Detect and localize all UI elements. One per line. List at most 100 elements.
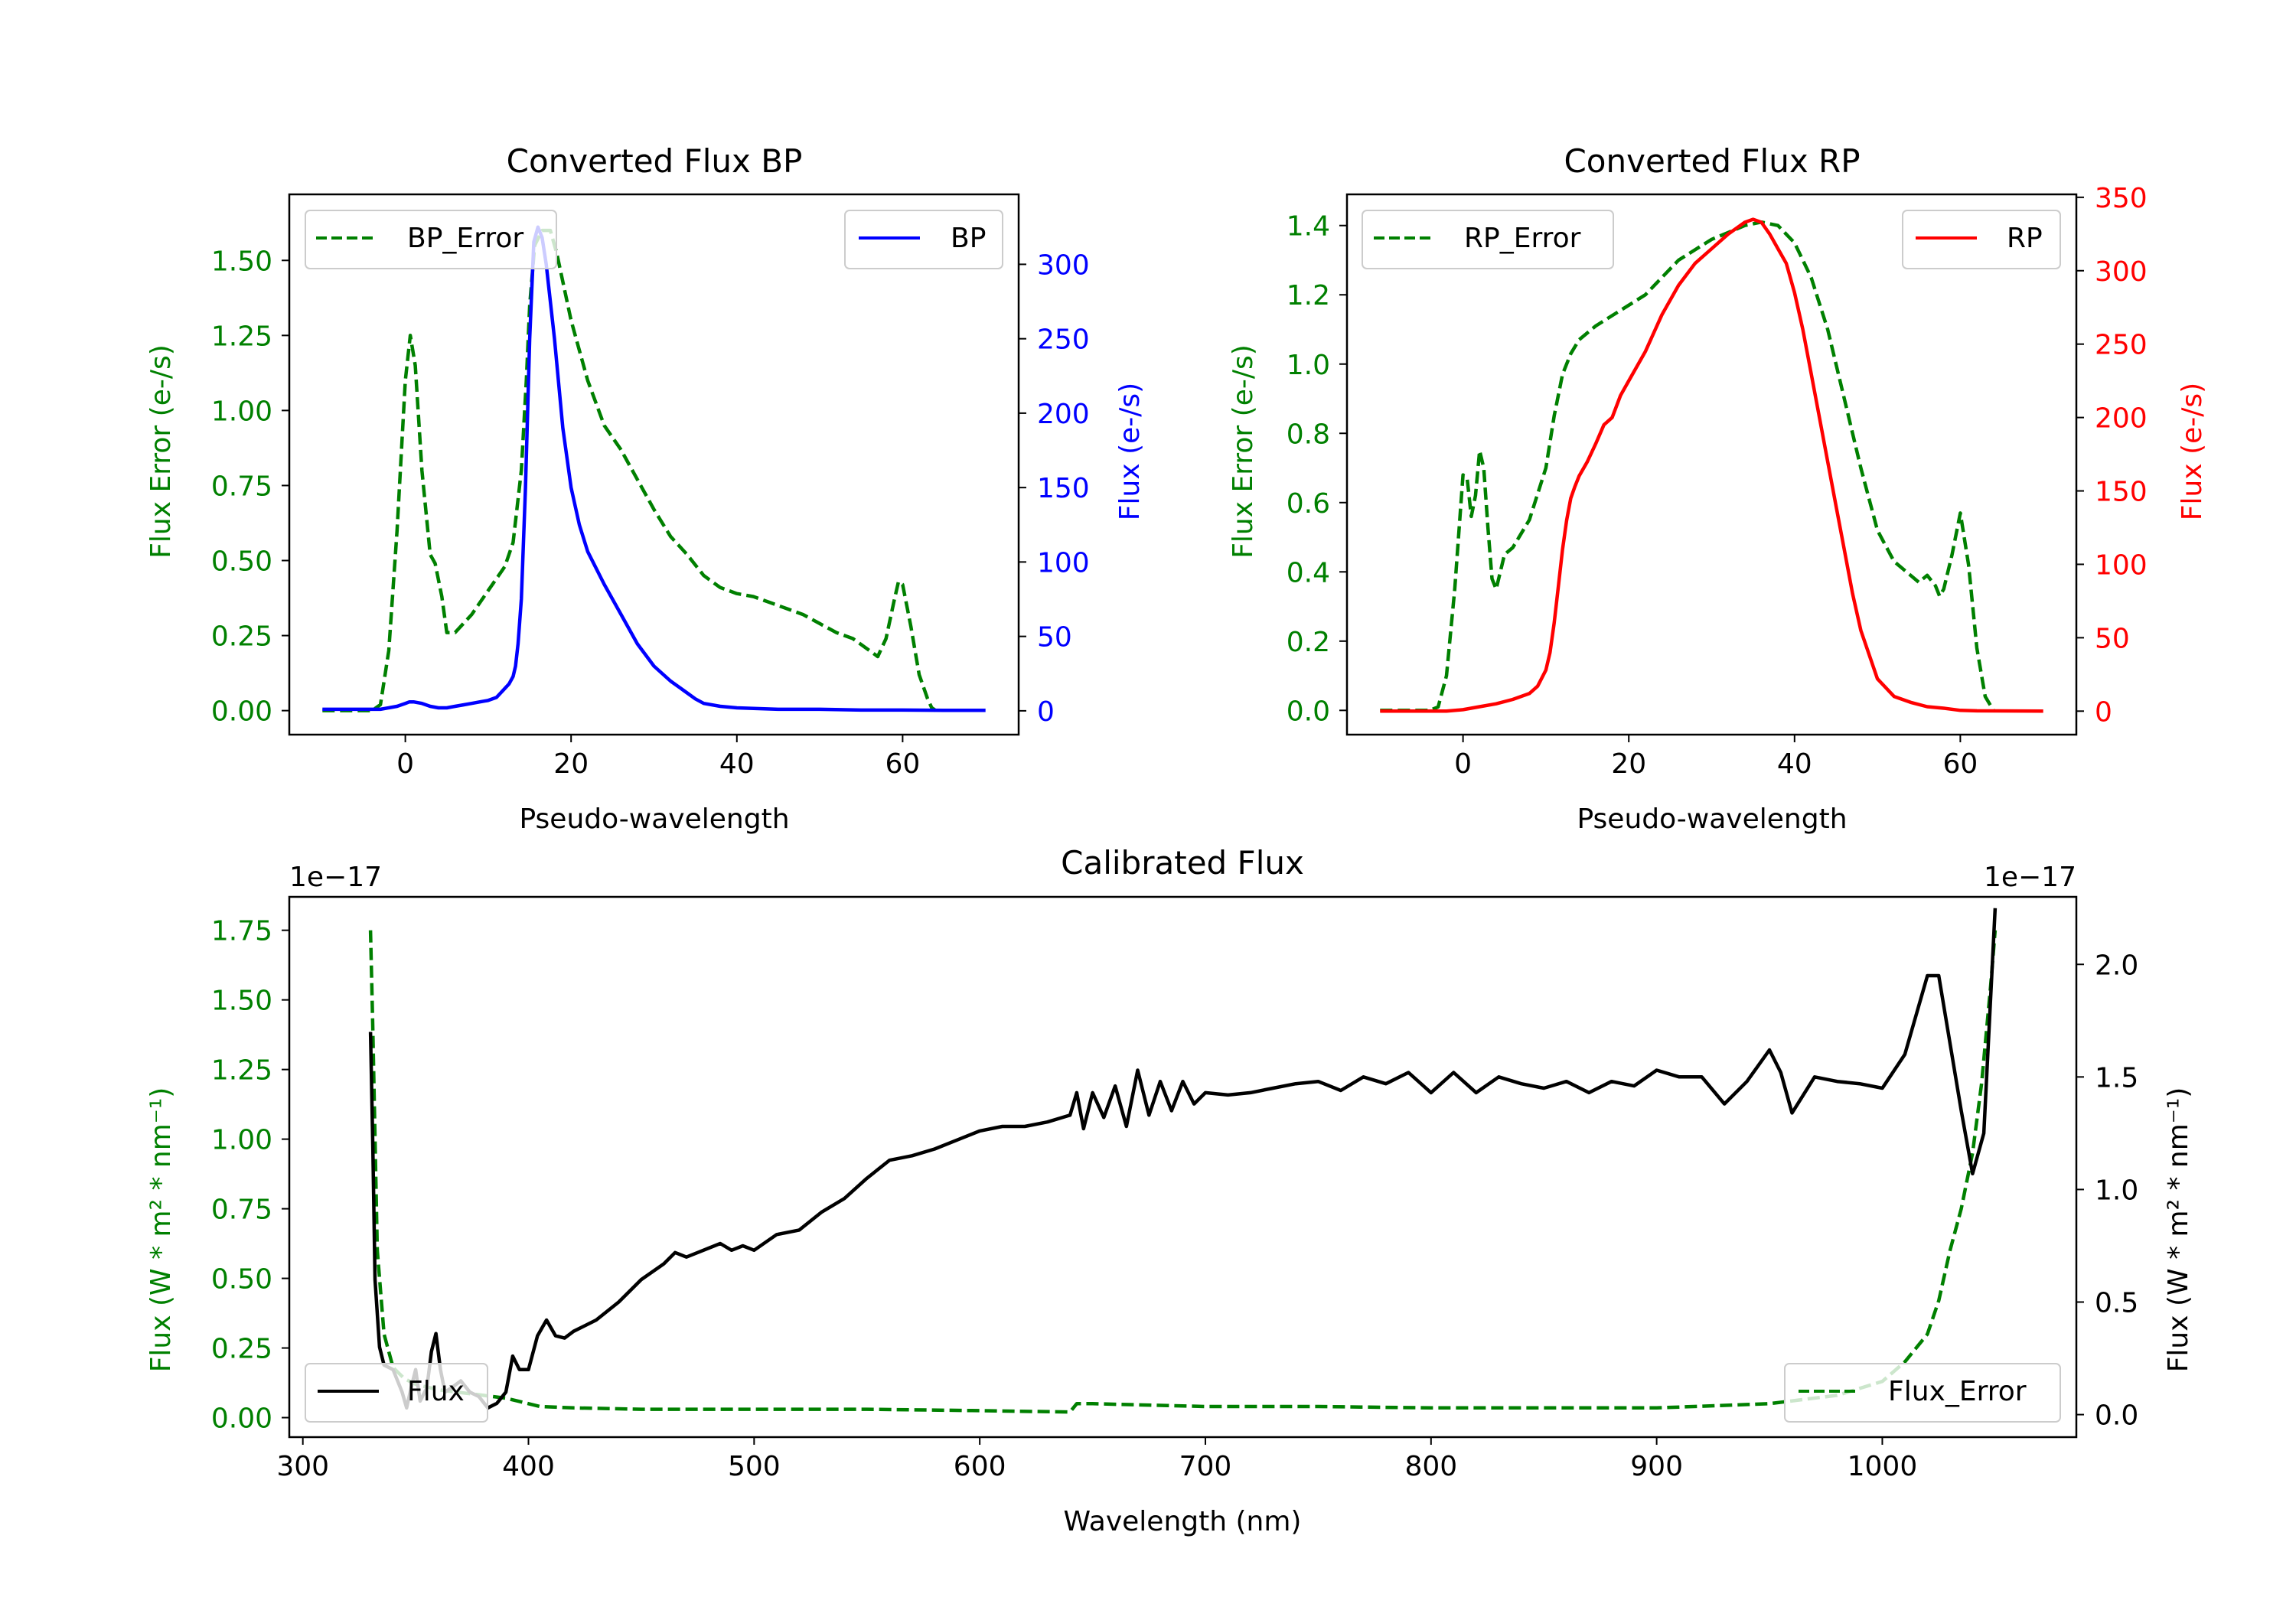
rp-legend-label: RP (2007, 223, 2043, 254)
right-y-tick-label: 50 (1037, 622, 1072, 654)
right-y-tick-label: 350 (2095, 183, 2148, 214)
calibrated-flux-line (368, 908, 1998, 1410)
x-tick-label: 900 (1630, 1451, 1683, 1482)
x-tick-label: 500 (728, 1451, 781, 1482)
right-y-tick-label: 300 (2095, 256, 2148, 288)
left-y-tick-label: 1.00 (211, 396, 272, 427)
bp-left-y-axis-label: Flux Error (e-/s) (145, 344, 177, 559)
right-y-tick-label: 0 (1037, 696, 1055, 728)
left-y-tick-label: 1.4 (1287, 211, 1330, 243)
calibrated-left-y-ticks: 0.00 0.25 0.50 0.75 1.00 1.25 1.50 1.75 (211, 916, 289, 1435)
right-y-tick-label: 250 (2095, 330, 2148, 361)
right-y-tick-label: 0.0 (2095, 1400, 2138, 1432)
rp-panel: Converted Flux RP Pseudo-wavelength Flux… (1228, 142, 2208, 835)
rp-right-y-axis-label: Flux (e-/s) (2177, 383, 2208, 520)
calibrated-left-y-axis-label: Flux (W * m² * nm⁻¹) (145, 1087, 177, 1373)
left-y-tick-label: 1.00 (211, 1125, 272, 1156)
left-y-tick-label: 0.00 (211, 1403, 272, 1435)
left-y-tick-label: 1.25 (211, 321, 272, 352)
calibrated-flux-legend-label: Flux (407, 1376, 465, 1407)
calibrated-right-y-ticks: 0.0 0.5 1.0 1.5 2.0 (2076, 950, 2138, 1432)
calibrated-panel: Calibrated Flux Wavelength (nm) Flux (W … (145, 844, 2194, 1537)
rp-left-y-ticks: 0.0 0.2 0.4 0.6 0.8 1.0 1.2 1.4 (1287, 211, 1347, 727)
right-y-tick-label: 200 (1037, 399, 1090, 430)
rp-lines (1380, 217, 2043, 713)
calibrated-flux-error-line (368, 930, 1998, 1414)
x-tick-label: 600 (954, 1451, 1006, 1482)
rp-legend-flux: RP (1902, 210, 2061, 269)
bp-bp-line (322, 225, 986, 712)
bp-panel: Converted Flux BP Pseudo-wavelength Flux… (145, 142, 1146, 835)
calibrated-error-legend-label: Flux_Error (1888, 1376, 2027, 1407)
left-y-tick-label: 1.50 (211, 246, 272, 277)
calibrated-legend-error: Flux_Error (1784, 1363, 2061, 1423)
right-y-tick-label: 1.5 (2095, 1062, 2138, 1094)
rp-rp-line (1380, 217, 2043, 713)
rp-title: Converted Flux RP (1564, 142, 1860, 180)
rp-legend-error: RP_Error (1362, 210, 1614, 269)
left-y-tick-label: 0.0 (1287, 696, 1330, 727)
bp-right-y-ticks: 0 50 100 150 200 250 300 (1019, 249, 1090, 728)
calibrated-x-axis-label: Wavelength (nm) (1064, 1506, 1302, 1537)
left-y-tick-label: 0.8 (1287, 419, 1330, 450)
right-y-tick-label: 50 (2095, 623, 2130, 654)
x-tick-label: 20 (553, 748, 589, 780)
right-y-tick-label: 0 (2095, 696, 2112, 728)
calibrated-right-offset-label: 1e−17 (1984, 862, 2076, 893)
calibrated-legend-flux: Flux (305, 1363, 488, 1423)
left-y-tick-label: 0.4 (1287, 557, 1330, 588)
rp-rp-error-line (1380, 220, 1995, 712)
x-tick-label: 1000 (1848, 1451, 1918, 1482)
left-y-tick-label: 0.25 (211, 621, 272, 653)
left-y-tick-label: 0.25 (211, 1334, 272, 1365)
rp-x-axis-label: Pseudo-wavelength (1577, 804, 1847, 835)
x-tick-label: 400 (502, 1451, 555, 1482)
bp-legend-flux: BP (844, 210, 1003, 269)
x-tick-label: 40 (1777, 748, 1812, 780)
right-y-tick-label: 2.0 (2095, 950, 2138, 981)
left-y-tick-label: 0.6 (1287, 488, 1330, 520)
right-y-tick-label: 250 (1037, 324, 1090, 356)
calibrated-right-y-axis-label: Flux (W * m² * nm⁻¹) (2163, 1087, 2194, 1373)
bp-title: Converted Flux BP (507, 142, 803, 180)
left-y-tick-label: 1.0 (1287, 350, 1330, 381)
calibrated-plot-frame (288, 895, 2078, 1439)
bp-bp-error-line (322, 228, 938, 712)
x-tick-label: 0 (1454, 748, 1472, 780)
bp-lines (322, 225, 986, 712)
right-y-tick-label: 100 (1037, 547, 1090, 579)
rp-right-y-ticks: 0 50 100 150 200 250 300 350 (2076, 183, 2148, 728)
right-y-tick-label: 300 (1037, 249, 1090, 281)
bp-legend-label: BP (951, 223, 986, 254)
left-y-tick-label: 0.00 (211, 696, 272, 728)
calibrated-title: Calibrated Flux (1061, 844, 1304, 882)
x-tick-label: 60 (1942, 748, 1978, 780)
left-y-tick-label: 0.75 (211, 471, 272, 502)
bp-plot-frame (288, 193, 1020, 736)
bp-error-legend-label: BP_Error (407, 223, 523, 254)
bp-x-axis-label: Pseudo-wavelength (519, 804, 789, 835)
right-y-tick-label: 150 (1037, 473, 1090, 504)
rp-x-ticks: 0 20 40 60 (1454, 735, 1978, 780)
x-tick-label: 300 (276, 1451, 329, 1482)
left-y-tick-label: 0.75 (211, 1195, 272, 1226)
rp-error-legend-label: RP_Error (1464, 223, 1581, 254)
rp-plot-frame (1345, 193, 2078, 736)
bp-right-y-axis-label: Flux (e-/s) (1114, 383, 1146, 520)
left-y-tick-label: 1.2 (1287, 280, 1330, 311)
left-y-tick-label: 0.2 (1287, 627, 1330, 658)
calibrated-left-offset-label: 1e−17 (289, 862, 382, 893)
right-y-tick-label: 150 (2095, 477, 2148, 508)
left-y-tick-label: 1.25 (211, 1055, 272, 1087)
left-y-tick-label: 1.75 (211, 916, 272, 947)
rp-left-y-axis-label: Flux Error (e-/s) (1228, 344, 1259, 559)
right-y-tick-label: 200 (2095, 403, 2148, 435)
calibrated-x-ticks: 300 400 500 600 700 800 900 1000 (276, 1437, 1917, 1482)
left-y-tick-label: 0.50 (211, 1264, 272, 1296)
x-tick-label: 700 (1179, 1451, 1232, 1482)
left-y-tick-label: 0.50 (211, 546, 272, 578)
right-y-tick-label: 100 (2095, 549, 2148, 581)
x-tick-label: 60 (885, 748, 920, 780)
x-tick-label: 800 (1404, 1451, 1457, 1482)
bp-legend-error: BP_Error (305, 210, 557, 269)
